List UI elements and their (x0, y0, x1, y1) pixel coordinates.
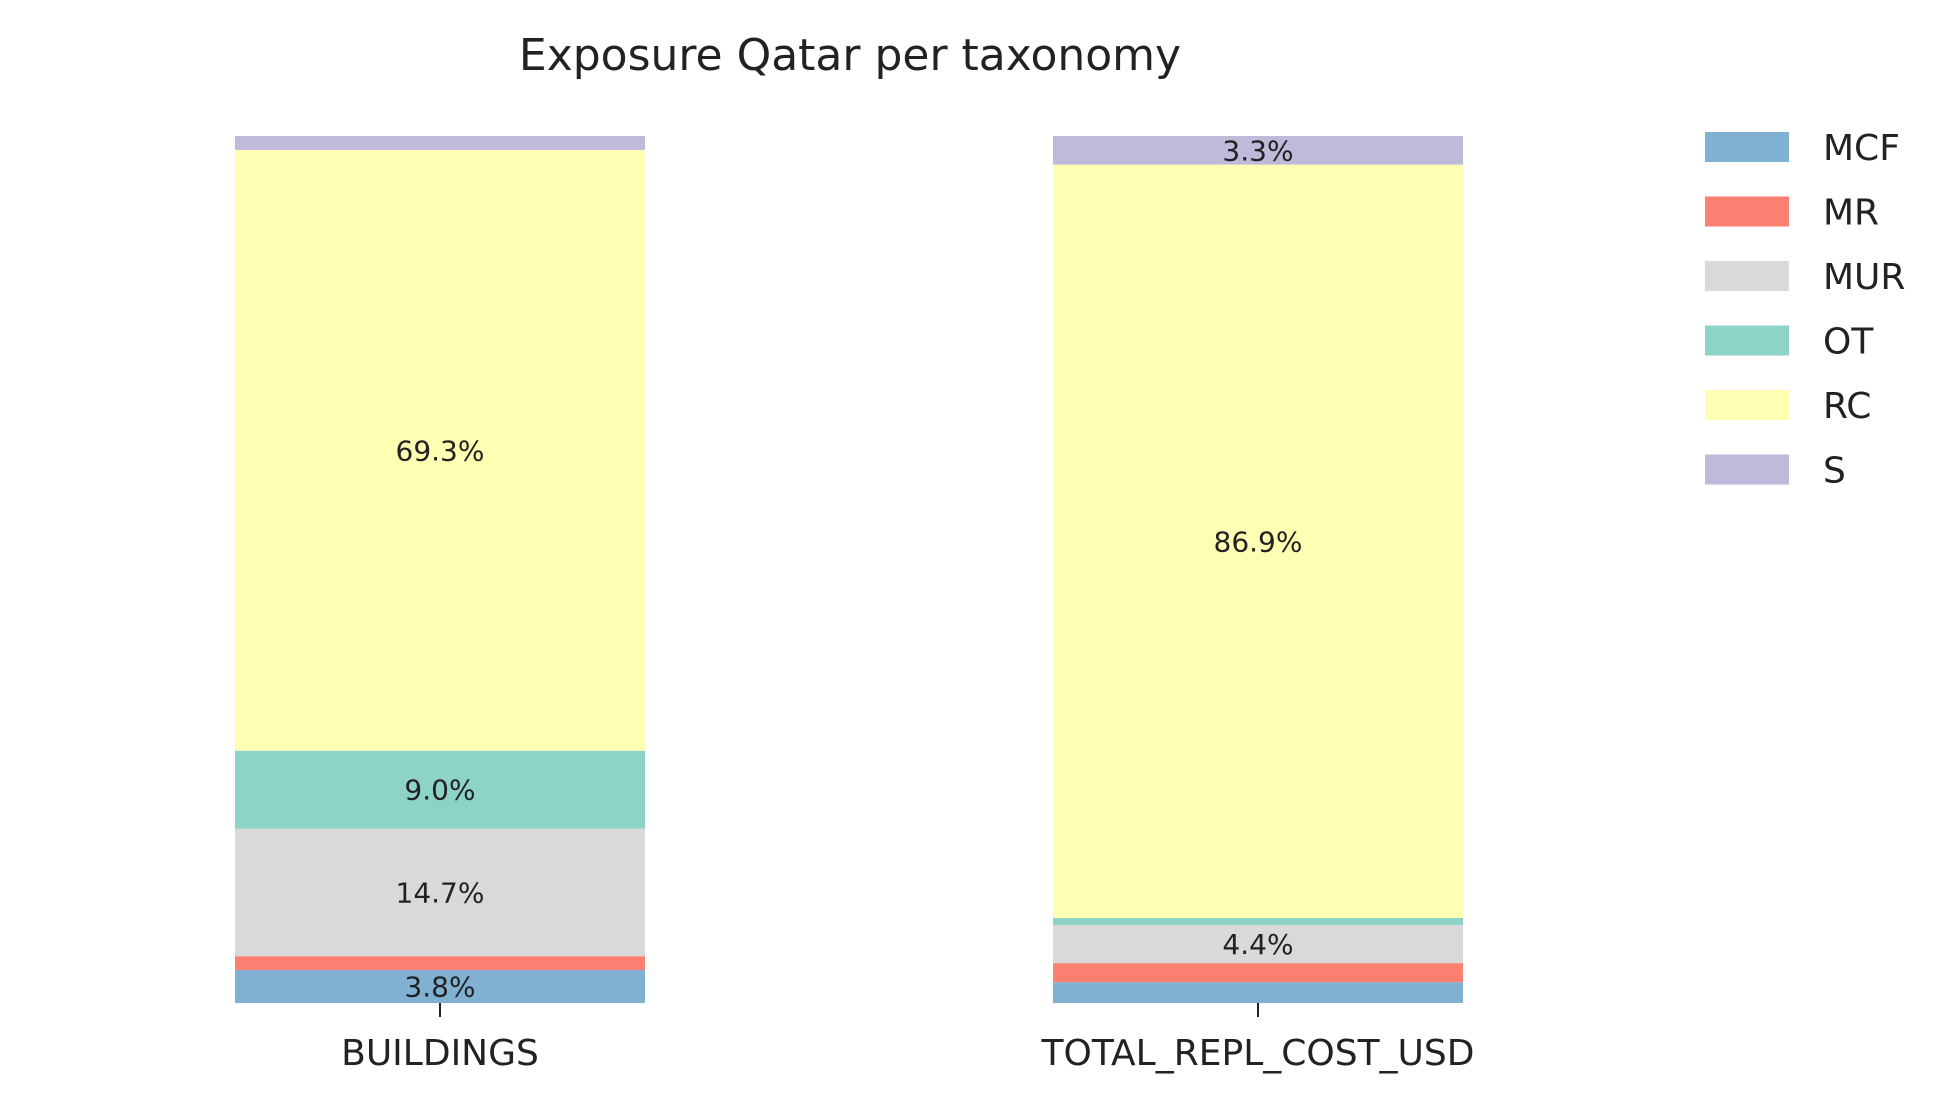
data-label-s-total_repl_cost_usd: 3.3% (1222, 134, 1293, 167)
legend-label-rc: RC (1823, 386, 1871, 427)
data-label-rc-total_repl_cost_usd: 86.9% (1214, 525, 1303, 558)
bars-layer (235, 136, 1463, 1003)
legend-swatch-ot (1705, 325, 1789, 356)
bar-segment-s-total_repl_cost_usd (1053, 136, 1463, 165)
x-tick-label: BUILDINGS (341, 1033, 539, 1074)
bar-segment-mr-total_repl_cost_usd (1053, 963, 1463, 983)
legend-label-mr: MR (1823, 193, 1879, 234)
bar-segment-mur-total_repl_cost_usd (1053, 924, 1463, 964)
legend-swatch-rc (1705, 390, 1789, 420)
bar-segment-mur-buildings (235, 828, 645, 957)
legend-swatch-mr (1705, 196, 1789, 227)
data-label-mur-buildings: 14.7% (396, 876, 485, 909)
data-label-mcf-buildings: 3.8% (404, 971, 475, 1004)
bar-segment-ot-buildings (235, 750, 645, 829)
bar-segment-ot-total_repl_cost_usd (1053, 918, 1463, 925)
x-tick-label: TOTAL_REPL_COST_USD (1041, 1033, 1475, 1074)
legend-label-ot: OT (1823, 322, 1874, 363)
legend-label-s: S (1823, 451, 1846, 492)
bar-segment-mcf-total_repl_cost_usd (1053, 982, 1463, 1003)
data-label-mur-total_repl_cost_usd: 4.4% (1222, 928, 1293, 961)
bar-segment-mcf-buildings (235, 970, 645, 1003)
legend-swatch-mcf (1705, 132, 1789, 162)
legend-label-mur: MUR (1823, 257, 1905, 298)
bar-segment-rc-buildings (235, 149, 645, 751)
legend-swatch-s (1705, 454, 1789, 485)
data-labels-layer: 3.8% 14.7% 9.0% 69.3% 4.4% 86.9% 3.3% (396, 134, 1303, 1003)
chart-title: Exposure Qatar per taxonomy (519, 30, 1181, 81)
x-axis: BUILDINGS TOTAL_REPL_COST_USD (341, 1003, 1474, 1074)
legend-swatch-mur (1705, 261, 1789, 291)
bar-segment-s-buildings (235, 136, 645, 150)
data-label-ot-buildings: 9.0% (404, 774, 475, 807)
legend: MCF MR MUR OT RC S (1705, 128, 1905, 492)
bar-segment-rc-total_repl_cost_usd (1053, 164, 1463, 919)
bar-segment-mr-buildings (235, 956, 645, 971)
data-label-rc-buildings: 69.3% (396, 434, 485, 467)
legend-label-mcf: MCF (1823, 128, 1900, 169)
